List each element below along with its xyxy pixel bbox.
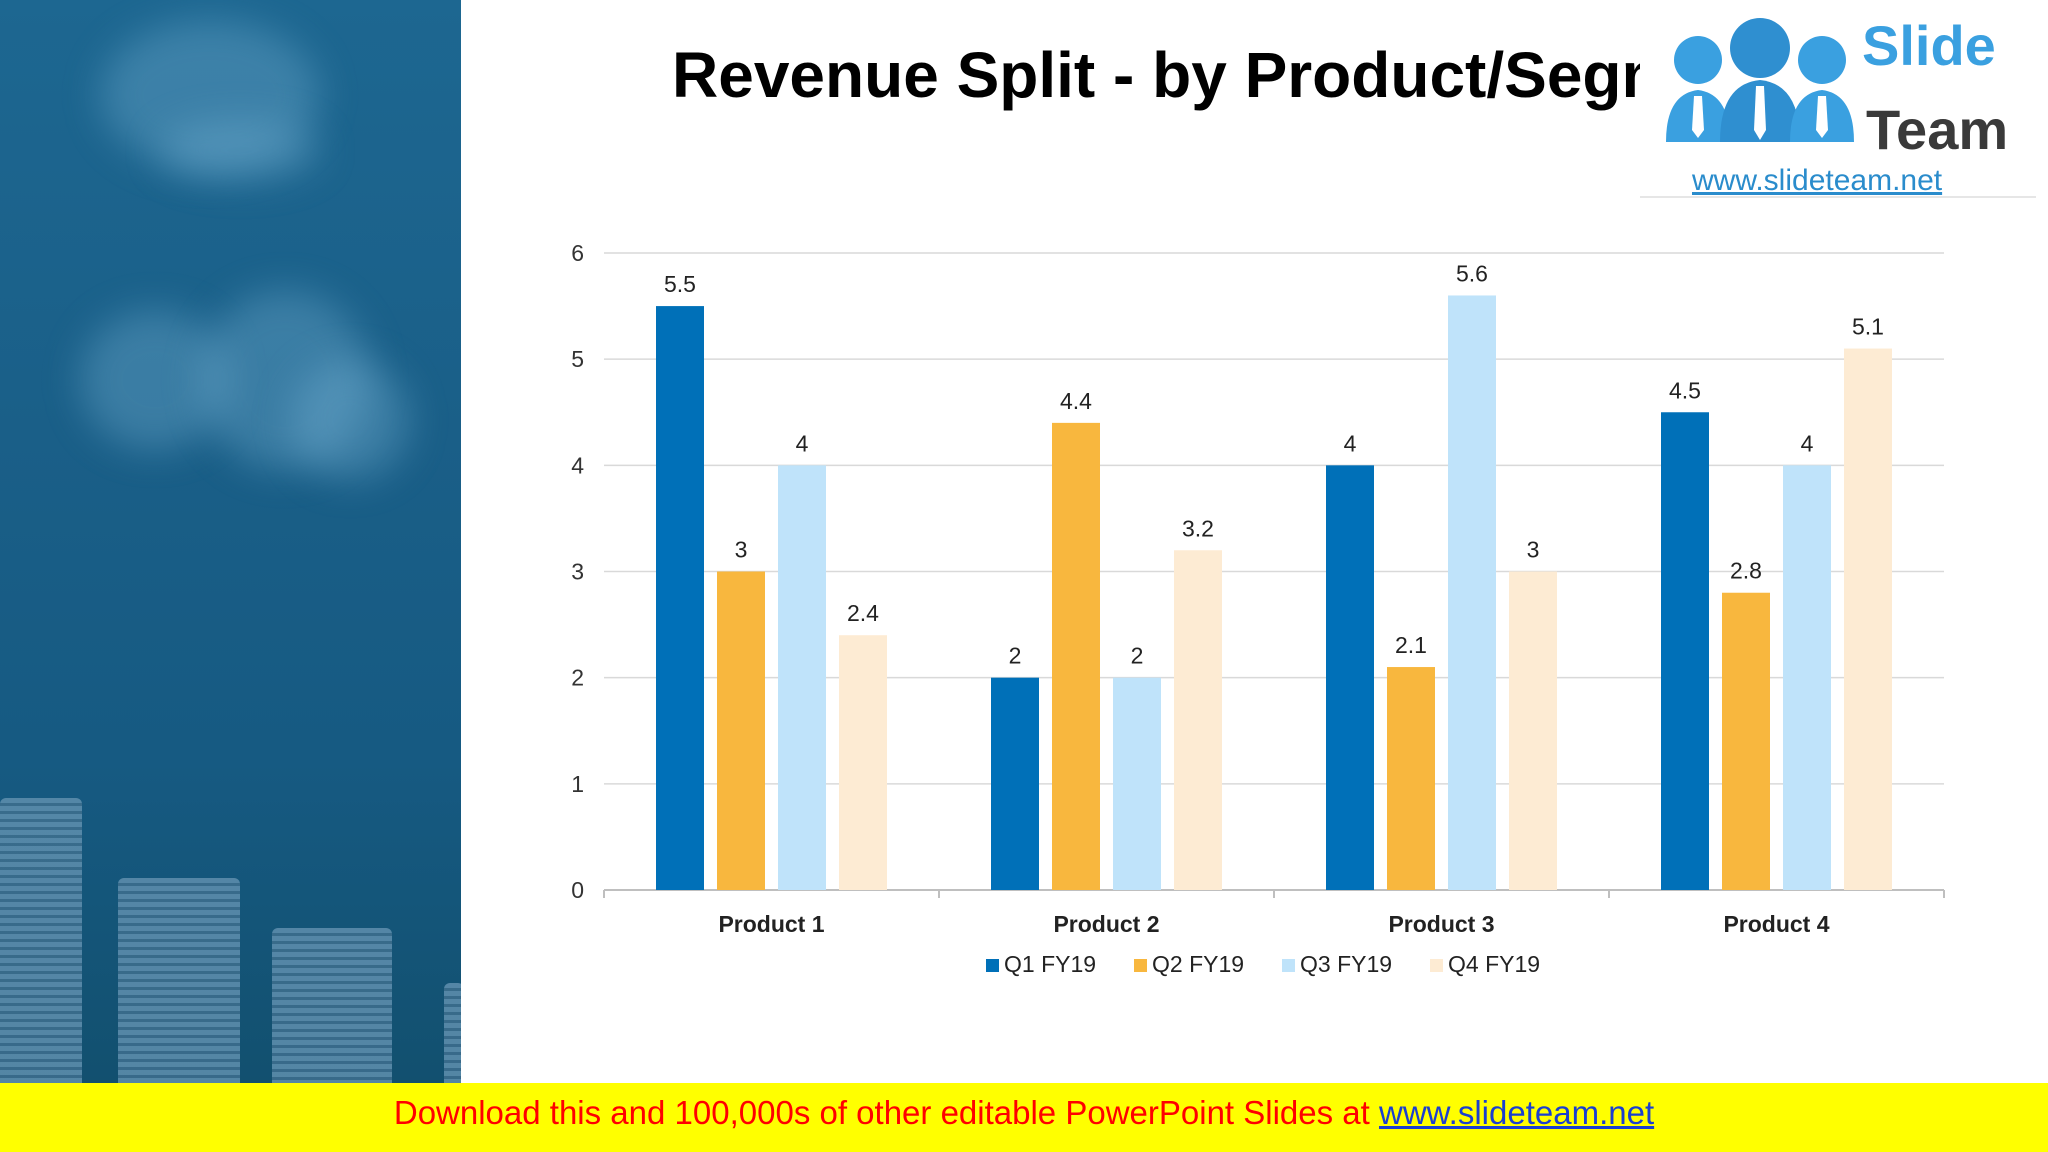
data-label: 5.5 <box>664 271 696 297</box>
bar <box>839 635 887 890</box>
data-label: 5.1 <box>1852 314 1884 340</box>
data-label: 4.5 <box>1669 377 1701 403</box>
y-tick-label: 4 <box>571 452 584 478</box>
coins-photo <box>0 0 461 1083</box>
data-label: 4 <box>1801 430 1814 456</box>
bar <box>1844 348 1892 890</box>
y-tick-label: 3 <box>571 559 584 585</box>
data-label: 2.8 <box>1730 558 1762 584</box>
bar <box>656 306 704 890</box>
legend-swatch <box>1282 959 1295 972</box>
legend-label: Q3 FY19 <box>1300 951 1392 977</box>
legend-label: Q1 FY19 <box>1004 951 1096 977</box>
people-icon <box>1666 18 1854 142</box>
data-label: 3 <box>735 537 748 563</box>
data-label: 4.4 <box>1060 388 1092 414</box>
y-tick-label: 0 <box>571 877 584 903</box>
legend-swatch <box>986 959 999 972</box>
x-tick-label: Product 1 <box>718 911 824 937</box>
logo-url[interactable]: www.slideteam.net <box>1692 164 1943 197</box>
revenue-bar-chart: 0 1 2 3 4 5 6 5.5 3 4 2.4 Product 1 2 4.4 2 3.2 Product … <box>571 240 1945 977</box>
bar <box>1722 592 1770 890</box>
bar <box>1783 465 1831 890</box>
banner-text: Download this and 100,000s of other edit… <box>393 1094 1370 1131</box>
y-tick-label: 6 <box>571 240 584 266</box>
bar <box>1387 667 1435 890</box>
bar <box>717 571 765 890</box>
data-label: 3.2 <box>1182 515 1214 541</box>
x-tick-label: Product 2 <box>1053 911 1159 937</box>
data-label: 2.1 <box>1395 632 1427 658</box>
y-tick-label: 5 <box>571 346 584 372</box>
bar <box>1509 571 1557 890</box>
y-tick-label: 2 <box>571 665 584 691</box>
bar <box>1174 550 1222 890</box>
logo-team-text: Team <box>1866 98 2009 161</box>
x-tick-label: Product 4 <box>1723 911 1829 937</box>
data-label: 3 <box>1527 537 1540 563</box>
bar <box>1448 295 1496 890</box>
legend-label: Q2 FY19 <box>1152 951 1244 977</box>
bar <box>778 465 826 890</box>
bar <box>1661 412 1709 890</box>
data-label: 2 <box>1131 643 1144 669</box>
x-tick-label: Product 3 <box>1388 911 1494 937</box>
bar <box>1113 677 1161 890</box>
y-tick-label: 1 <box>571 771 584 797</box>
logo-slide-text: Slide <box>1862 14 1996 77</box>
legend-swatch <box>1430 959 1443 972</box>
data-label: 5.6 <box>1456 260 1488 286</box>
data-label: 4 <box>1344 430 1357 456</box>
banner-link[interactable]: www.slideteam.net <box>1379 1094 1655 1131</box>
data-label: 4 <box>796 430 809 456</box>
slideteam-logo: Slide Team www.slideteam.net <box>1640 0 2036 198</box>
download-banner: Download this and 100,000s of other edit… <box>0 1083 2048 1152</box>
data-label: 2.4 <box>847 600 879 626</box>
data-label: 2 <box>1009 643 1022 669</box>
bar <box>991 677 1039 890</box>
bar <box>1326 465 1374 890</box>
legend-label: Q4 FY19 <box>1448 951 1540 977</box>
legend-swatch <box>1134 959 1147 972</box>
slide-title: Revenue Split - by Product/Segment <box>672 39 1775 111</box>
bar <box>1052 422 1100 890</box>
